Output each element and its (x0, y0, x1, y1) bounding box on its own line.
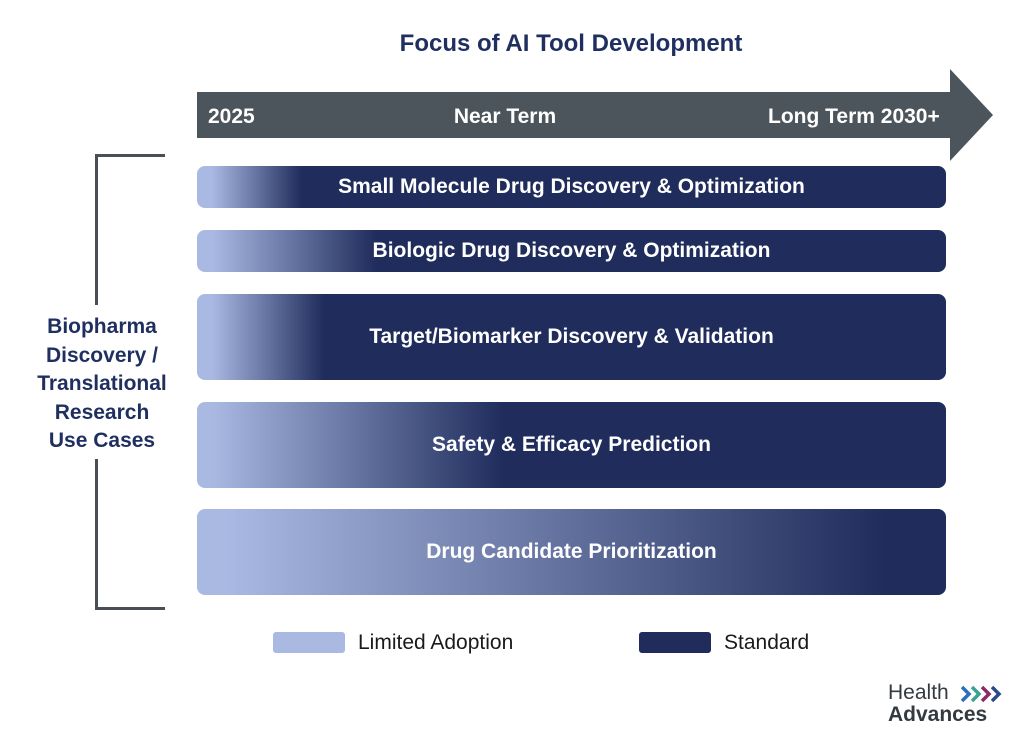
use-cases-label-line: Discovery / (45, 343, 159, 367)
health-advances-logo: Health Advances (888, 681, 1018, 731)
chevrons-icon (961, 685, 1002, 703)
use-cases-label-line: Research (54, 400, 150, 424)
band-label: Biologic Drug Discovery & Optimization (372, 239, 771, 262)
band-target-biomarker: Target/Biomarker Discovery & Validation (197, 294, 946, 380)
legend-label-limited: Limited Adoption (358, 631, 514, 654)
band-label: Safety & Efficacy Prediction (432, 433, 711, 456)
band-candidate-prioritization: Drug Candidate Prioritization (197, 509, 946, 595)
diagram-title: Focus of AI Tool Development (399, 30, 743, 57)
use-cases-label-line: Biopharma (47, 315, 157, 338)
timeline-arrow-shape (197, 69, 993, 161)
timeline-end-label: Long Term 2030+ (768, 105, 940, 128)
timeline-mid-label: Near Term (453, 105, 557, 128)
logo-text-health: Health (888, 681, 949, 704)
band-label: Small Molecule Drug Discovery & Optimiza… (338, 175, 805, 198)
use-cases-label: Biopharma Discovery / Translational Rese… (20, 313, 184, 456)
bracket-bottom (95, 459, 165, 610)
band-biologic: Biologic Drug Discovery & Optimization (197, 230, 946, 272)
band-label: Drug Candidate Prioritization (426, 540, 717, 563)
legend-swatch-standard (639, 632, 711, 653)
band-label: Target/Biomarker Discovery & Validation (369, 325, 774, 348)
band-safety-efficacy: Safety & Efficacy Prediction (197, 402, 946, 488)
bracket-top (95, 154, 165, 305)
band-small-molecule: Small Molecule Drug Discovery & Optimiza… (197, 166, 946, 208)
use-cases-label-line: Translational (37, 372, 167, 395)
logo-text-advances: Advances (888, 703, 988, 726)
timeline-arrow (197, 69, 993, 161)
legend-swatch-limited (273, 632, 345, 653)
use-cases-label-line: Use Cases (48, 429, 156, 452)
legend-label-standard: Standard (724, 631, 810, 654)
timeline-start-label: 2025 (208, 105, 255, 128)
